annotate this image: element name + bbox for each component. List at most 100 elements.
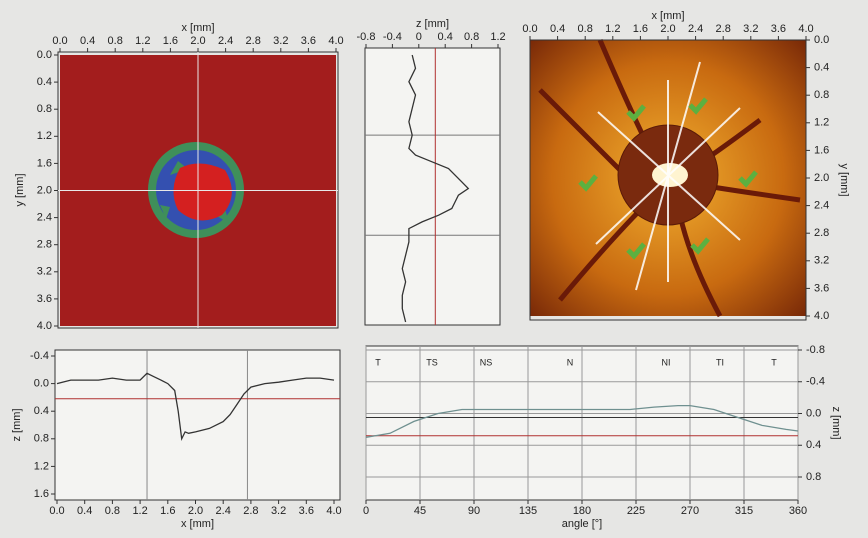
- x-tick-label: 0.8: [464, 31, 479, 43]
- x-tick-label: 90: [468, 505, 480, 517]
- y-tick-label: 0.4: [37, 76, 52, 88]
- x-tick-label: 1.2: [605, 23, 620, 35]
- x-tick-label: 2.4: [218, 35, 233, 47]
- y-tick-label: -0.8: [806, 344, 825, 356]
- x-tick-label: 3.6: [301, 35, 316, 47]
- plot-frame: [55, 350, 340, 500]
- x-tick-label: 2.8: [246, 35, 261, 47]
- x-tick-label: 3.2: [743, 23, 758, 35]
- sector-label: NS: [480, 357, 493, 367]
- sector-label: NI: [662, 357, 671, 367]
- y-tick-label: -0.4: [806, 376, 825, 388]
- y-tick-label: 0.8: [37, 103, 52, 115]
- x-axis-label: z [mm]: [416, 18, 449, 30]
- x-tick-label: 270: [681, 505, 699, 517]
- y-tick-label: 0.0: [34, 378, 49, 390]
- x-tick-label: 2.0: [660, 23, 675, 35]
- x-tick-label: 2.8: [716, 23, 731, 35]
- x-axis-label: angle [°]: [562, 518, 602, 530]
- x-tick-label: 0.0: [52, 35, 67, 47]
- x-tick-label: 4.0: [326, 505, 341, 517]
- x-tick-label: 0.4: [550, 23, 565, 35]
- x-axis-label: x [mm]: [182, 22, 215, 34]
- x-tick-label: 0.4: [438, 31, 453, 43]
- y-tick-label: 2.4: [37, 212, 52, 224]
- sector-label: T: [771, 357, 777, 367]
- x-tick-label: 0.0: [49, 505, 64, 517]
- x-tick-label: 225: [627, 505, 645, 517]
- y-tick-label: 3.6: [37, 293, 52, 305]
- x-tick-label: 1.6: [160, 505, 175, 517]
- y-tick-label: 1.2: [34, 460, 49, 472]
- x-axis-label: x [mm]: [652, 10, 685, 22]
- y-tick-label: 0.0: [37, 49, 52, 61]
- y-tick-label: 0.8: [814, 89, 829, 101]
- x-tick-label: 3.6: [771, 23, 786, 35]
- fundus-image: [530, 40, 806, 316]
- y-tick-label: 0.4: [806, 439, 821, 451]
- x-tick-label: 2.4: [216, 505, 231, 517]
- y-tick-label: 1.6: [34, 488, 49, 500]
- x-tick-label: 2.8: [243, 505, 258, 517]
- x-tick-label: 4.0: [798, 23, 813, 35]
- y-tick-label: 1.6: [37, 157, 52, 169]
- y-tick-label: 3.2: [814, 255, 829, 267]
- y-axis-label: y [mm]: [838, 164, 850, 197]
- y-axis-label: z [mm]: [11, 409, 23, 442]
- y-tick-label: 0.4: [814, 62, 829, 74]
- sector-label: TS: [426, 357, 438, 367]
- y-tick-label: 1.6: [814, 144, 829, 156]
- y-tick-label: 2.0: [814, 172, 829, 184]
- y-tick-label: 4.0: [37, 320, 52, 332]
- plot-frame: [365, 48, 500, 325]
- x-tick-label: 0.8: [578, 23, 593, 35]
- y-tick-label: 2.0: [37, 184, 52, 196]
- x-tick-label: 0.4: [77, 505, 92, 517]
- x-tick-label: 3.2: [273, 35, 288, 47]
- x-tick-label: 180: [573, 505, 591, 517]
- x-tick-label: 2.0: [190, 35, 205, 47]
- x-tick-label: 1.2: [135, 35, 150, 47]
- y-tick-label: 0.4: [34, 405, 49, 417]
- sector-label: T: [375, 357, 381, 367]
- x-tick-label: 0: [416, 31, 422, 43]
- y-tick-label: 3.2: [37, 266, 52, 278]
- x-tick-label: 135: [519, 505, 537, 517]
- y-tick-label: 4.0: [814, 310, 829, 322]
- x-axis-label: x [mm]: [181, 518, 214, 530]
- y-axis-label: z [mm]: [830, 407, 842, 440]
- y-tick-label: 0.0: [806, 407, 821, 419]
- y-tick-label: 2.8: [37, 239, 52, 251]
- report: 0.00.40.81.21.62.02.42.83.23.64.00.00.40…: [0, 0, 868, 538]
- y-tick-label: 2.4: [814, 200, 829, 212]
- x-tick-label: 315: [735, 505, 753, 517]
- x-tick-label: 2.0: [188, 505, 203, 517]
- x-tick-label: -0.8: [357, 31, 376, 43]
- y-tick-label: 0.8: [34, 433, 49, 445]
- sector-label: TI: [716, 357, 724, 367]
- y-tick-label: 3.6: [814, 282, 829, 294]
- x-tick-label: 3.2: [271, 505, 286, 517]
- y-tick-label: 1.2: [814, 117, 829, 129]
- y-tick-label: -0.4: [30, 350, 49, 362]
- y-tick-label: 0.8: [806, 471, 821, 483]
- x-tick-label: 3.6: [299, 505, 314, 517]
- x-tick-label: 0.8: [108, 35, 123, 47]
- x-tick-label: 360: [789, 505, 807, 517]
- x-tick-label: 45: [414, 505, 426, 517]
- x-tick-label: 0.0: [522, 23, 537, 35]
- sector-label: N: [567, 357, 574, 367]
- y-tick-label: 0.0: [814, 34, 829, 46]
- x-tick-label: 0.4: [80, 35, 95, 47]
- y-axis-label: y [mm]: [14, 174, 26, 207]
- x-tick-label: 1.6: [633, 23, 648, 35]
- x-tick-label: 0: [363, 505, 369, 517]
- y-tick-label: 1.2: [37, 130, 52, 142]
- y-tick-label: 2.8: [814, 227, 829, 239]
- x-tick-label: 0.8: [105, 505, 120, 517]
- x-tick-label: 1.2: [132, 505, 147, 517]
- x-tick-label: 2.4: [688, 23, 703, 35]
- x-tick-label: -0.4: [383, 31, 402, 43]
- x-tick-label: 4.0: [328, 35, 343, 47]
- x-tick-label: 1.6: [163, 35, 178, 47]
